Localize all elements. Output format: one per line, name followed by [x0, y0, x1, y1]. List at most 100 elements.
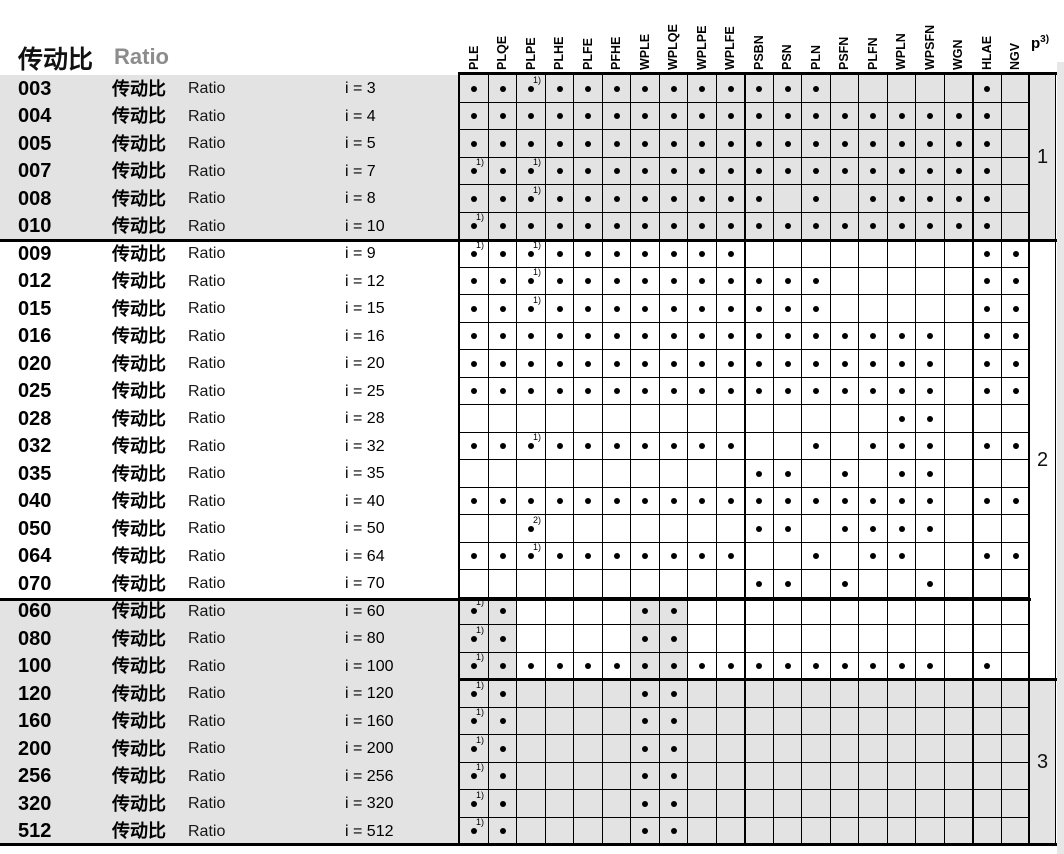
availability-dot-icon — [471, 278, 477, 284]
row-label-zh: 传动比 — [112, 739, 166, 759]
ratio-cell — [745, 708, 774, 735]
ratio-cell — [916, 515, 945, 543]
row-ratio-value: i = 200 — [345, 740, 394, 757]
ratio-cell: 1) — [517, 240, 546, 268]
dot-icon — [471, 773, 477, 779]
dot-icon — [841, 388, 848, 394]
dot-icon — [471, 388, 477, 394]
dot-icon — [813, 388, 819, 394]
dot-icon — [984, 333, 990, 339]
dot-icon — [642, 195, 648, 202]
ratio-cell — [517, 818, 546, 845]
ratio-cell — [1002, 735, 1030, 763]
availability-dot-icon — [556, 85, 563, 92]
dot-icon — [699, 360, 705, 367]
dot-icon — [841, 113, 848, 119]
ratio-cell — [888, 130, 916, 158]
stages-label: p — [1031, 35, 1041, 52]
ratio-cell — [660, 790, 688, 818]
dot-icon — [927, 580, 933, 587]
dot-icon — [756, 663, 762, 669]
row-label-zh: 传动比 — [112, 381, 166, 401]
ratio-cell — [517, 488, 546, 515]
ratio-cell — [688, 185, 717, 213]
row-label-en: Ratio — [188, 438, 226, 455]
dot-icon — [556, 195, 563, 202]
ratio-cell — [489, 625, 517, 653]
ratio-cell — [888, 488, 916, 515]
row-label: 040 传动比 Ratio i = 40 — [0, 488, 459, 515]
row-ratio-value: i = 10 — [345, 218, 385, 235]
ratio-cell — [688, 323, 717, 350]
ratio-cell — [1002, 460, 1030, 488]
dot-icon — [585, 168, 591, 174]
ratio-cell — [603, 378, 631, 405]
dot-icon — [499, 718, 506, 724]
availability-dot-icon — [898, 333, 905, 339]
row-label-zh: 传动比 — [112, 189, 166, 209]
ratio-cell — [745, 350, 774, 378]
availability-dot-icon — [499, 140, 506, 147]
dot-icon — [471, 443, 477, 449]
dot-icon — [756, 168, 762, 174]
availability-dot-icon — [898, 415, 905, 422]
ratio-cell — [774, 598, 802, 625]
ratio-cell — [945, 185, 973, 213]
availability-dot-icon — [984, 663, 990, 669]
dot-icon — [841, 580, 848, 587]
ratio-cell — [517, 570, 546, 598]
availability-dot-icon — [870, 498, 876, 504]
availability-dot-icon — [499, 195, 506, 202]
row-code: 035 — [18, 463, 52, 485]
row-code: 512 — [18, 820, 52, 842]
page-edge-strip — [1057, 62, 1064, 854]
ratio-cell — [831, 570, 859, 598]
row-label-en: Ratio — [188, 740, 226, 757]
ratio-cell — [489, 653, 517, 680]
dot-icon — [727, 388, 734, 394]
availability-dot-icon — [642, 360, 648, 367]
ratio-cell — [1002, 185, 1030, 213]
ratio-cell — [888, 735, 916, 763]
ratio-cell: 1) — [460, 818, 489, 845]
ratio-cell — [916, 75, 945, 103]
row-code: 080 — [18, 628, 52, 650]
dot-icon — [699, 168, 705, 174]
ratio-cell — [688, 598, 717, 625]
ratio-cell — [603, 75, 631, 103]
ratio-cell — [888, 405, 916, 433]
row-label: 064 传动比 Ratio i = 64 — [0, 543, 459, 570]
availability-dot-icon — [841, 168, 848, 174]
availability-dot-icon — [471, 388, 477, 394]
ratio-cell — [774, 323, 802, 350]
ratio-cell — [888, 818, 916, 845]
row-label-zh: 传动比 — [112, 491, 166, 511]
row-label-en: Ratio — [188, 768, 226, 785]
ratio-cell — [603, 240, 631, 268]
dot-icon — [955, 113, 962, 119]
row-label: 070 传动比 Ratio i = 70 — [0, 570, 459, 598]
ratio-cell — [859, 680, 888, 708]
dot-icon — [585, 360, 591, 367]
dot-icon — [499, 498, 506, 504]
dot-icon — [499, 278, 506, 284]
dot-icon — [699, 333, 705, 339]
ratio-cell — [574, 158, 603, 185]
ratio-cell — [688, 460, 717, 488]
dot-icon — [528, 525, 534, 532]
dot-icon — [898, 360, 905, 367]
group2-divider — [0, 598, 1031, 601]
dot-icon — [471, 828, 477, 834]
ratio-cell — [802, 350, 831, 378]
ratio-cell — [688, 818, 717, 845]
column-header-plfe: PLFE — [580, 38, 595, 70]
availability-dot-icon — [699, 305, 705, 312]
ratio-cell — [745, 378, 774, 405]
ratio-cell — [574, 515, 603, 543]
ratio-cell — [546, 433, 574, 460]
dot-icon — [613, 168, 620, 174]
availability-dot-icon — [927, 443, 933, 449]
availability-dot-icon — [499, 828, 506, 834]
availability-dot-icon — [642, 195, 648, 202]
ratio-cell — [745, 763, 774, 790]
